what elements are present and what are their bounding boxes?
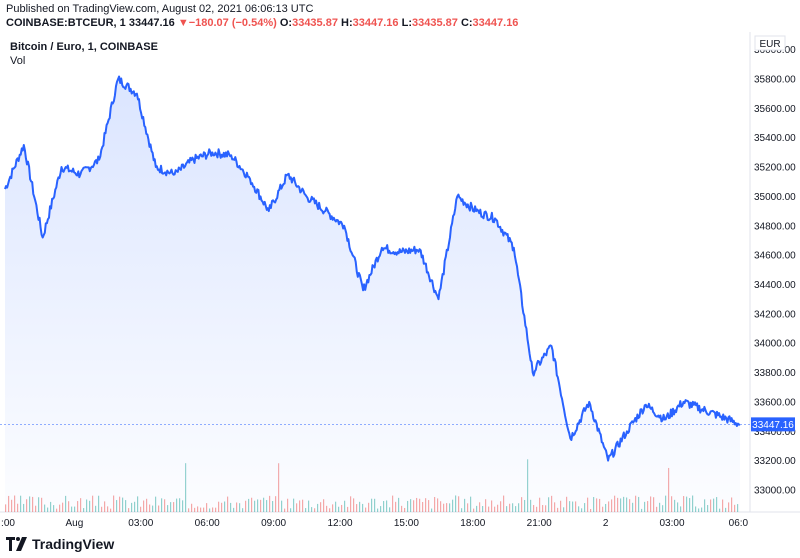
- brand-name: TradingView: [32, 536, 115, 552]
- x-tick-label: 06:0: [729, 518, 749, 528]
- time-axis[interactable]: :00 Aug 03:00 06:00 09:00 12:00 15:00 18:00 21:0…: [1, 518, 749, 529]
- close-value: 33447.16: [472, 17, 519, 29]
- y-tick-label: 34200.00: [754, 309, 796, 320]
- low-label: L:: [401, 17, 412, 29]
- x-tick-label: 12:00: [327, 518, 352, 528]
- last-price-badge-bg: [751, 417, 795, 432]
- open-label: O:: [279, 17, 293, 29]
- chart-legend: Bitcoin / Euro, 1, COINBASE Vol: [10, 40, 158, 68]
- price-area: [4, 75, 741, 512]
- change-value: −180.07 (−0.54%): [188, 17, 277, 29]
- change-arrow: ▼: [177, 17, 189, 29]
- y-tick-label: 35200.00: [754, 163, 796, 174]
- last-price-badge: 33447.16: [0, 417, 795, 432]
- price-chart[interactable]: 33000.00 33200.00 33400.00 33600.00 33800.00…: [0, 32, 800, 529]
- x-tick-label: 03:00: [659, 518, 684, 528]
- y-tick-label: 33200.00: [754, 456, 796, 467]
- close-label: C:: [460, 17, 473, 29]
- y-tick-label: 33400.00: [754, 427, 796, 438]
- legend-title: Bitcoin / Euro, 1, COINBASE: [10, 41, 158, 53]
- chart-svg[interactable]: 33000.00 33200.00 33400.00 33600.00 33800.00…: [0, 32, 800, 529]
- high-label: H:: [341, 17, 353, 29]
- y-tick-label: 35400.00: [754, 133, 796, 144]
- y-tick-label: 35800.00: [754, 74, 796, 85]
- symbol-label: COINBASE:BTCEUR, 1: [6, 17, 126, 29]
- x-tick-label: Aug: [66, 518, 84, 528]
- y-tick-label: 34800.00: [754, 221, 796, 232]
- open-value: 33435.87: [292, 17, 338, 29]
- y-tick-label: 34600.00: [754, 251, 796, 262]
- y-tick-label: 33600.00: [754, 397, 796, 408]
- x-tick-label: 15:00: [394, 518, 419, 528]
- x-tick-label: 03:00: [128, 518, 153, 528]
- currency-label: EUR: [759, 39, 780, 50]
- x-tick-label: 21:00: [527, 518, 552, 528]
- x-tick-label: :00: [1, 518, 15, 528]
- y-tick-label: 33000.00: [754, 485, 796, 496]
- x-tick-label: 18:00: [460, 518, 485, 528]
- published-line: Published on TradingView.com, August 02,…: [6, 3, 314, 15]
- price-line: [4, 75, 741, 462]
- low-value: 33435.87: [411, 17, 458, 29]
- price-area-fill: [5, 76, 740, 512]
- currency-box[interactable]: [754, 35, 786, 51]
- tradingview-logo-icon: [6, 536, 28, 554]
- price-axis[interactable]: 33000.00 33200.00 33400.00 33600.00 33800.00…: [754, 45, 796, 496]
- volume-label: Vol: [10, 55, 26, 67]
- y-tick-label: 33800.00: [754, 368, 796, 379]
- ohlc-line: COINBASE:BTCEUR, 1 33447.16 ▼−180.07 (−0…: [6, 17, 518, 29]
- last-price-badge-label: 33447.16: [752, 420, 794, 431]
- y-tick-label: 35000.00: [754, 192, 796, 203]
- chart-header: Published on TradingView.com, August 02,…: [0, 0, 800, 34]
- y-tick-label: 35600.00: [754, 104, 796, 115]
- y-tick-label: 34400.00: [754, 280, 796, 291]
- x-tick-label: 06:00: [195, 518, 220, 528]
- y-tick-label: 36000.00: [754, 45, 796, 56]
- x-tick-label: 2: [603, 518, 609, 528]
- x-tick-label: 09:00: [261, 518, 286, 528]
- footer-brand[interactable]: TradingView: [6, 536, 114, 554]
- high-value: 33447.16: [352, 17, 399, 29]
- last-price: 33447.16: [128, 17, 175, 29]
- y-tick-label: 34000.00: [754, 339, 796, 350]
